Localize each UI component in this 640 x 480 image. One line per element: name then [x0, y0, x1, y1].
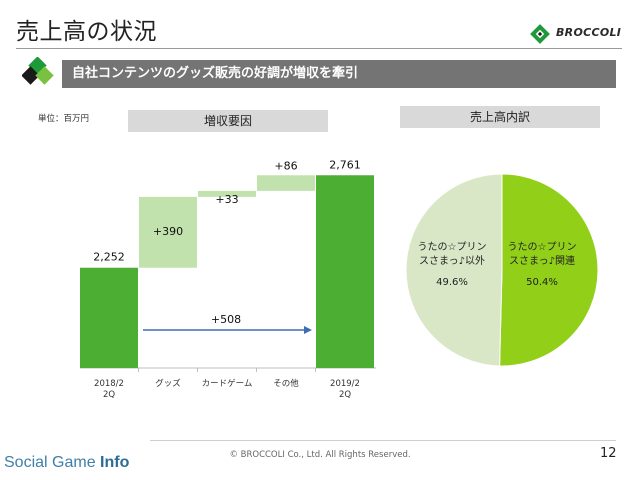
logo-text: BROCCOLI	[556, 26, 622, 39]
pie-slice-0	[499, 173, 599, 367]
diamond-logo-icon	[22, 57, 54, 85]
bar-1	[139, 196, 197, 268]
pie-slice-label-1: うたの☆プリンスさまっ♪以外	[418, 241, 487, 267]
broccoli-logo: BROCCOLI	[528, 22, 628, 46]
pie-chart: うたの☆プリンスさまっ♪関連 50.4% うたの☆プリンスさまっ♪以外 49.6%	[405, 173, 599, 367]
broccoli-logo-mark-icon	[530, 24, 550, 44]
title-divider	[16, 48, 622, 49]
waterfall-chart: 2,252 2018/2 2Q +390 グッズ +33 カードゲーム +86 その他 2,761…	[80, 158, 376, 400]
watermark-part1: Social Game	[4, 454, 101, 471]
bar-label-0: 2,252	[93, 251, 125, 264]
unit-label: 単位：百万円	[38, 114, 90, 124]
growth-arrow-head-icon	[304, 326, 312, 334]
bar-label-3: +86	[274, 159, 297, 172]
subtitle-text: 自社コンテンツのグッズ販売の好調が増収を牽引	[62, 60, 616, 88]
growth-arrow-label: +508	[211, 313, 241, 326]
bar-label-2: +33	[215, 193, 238, 206]
category-label-0: 2018/2 2Q	[94, 379, 124, 400]
pie-slice-value-1: 49.6%	[436, 277, 468, 288]
bar-2	[198, 190, 256, 197]
page-number: 12	[600, 446, 617, 461]
copyright: © BROCCOLI Co., Ltd. All Rights Reserved…	[229, 450, 411, 460]
pie-slice-label-0: うたの☆プリンスさまっ♪関連	[508, 241, 577, 267]
pie-slice-value-0: 50.4%	[526, 277, 558, 288]
footer-divider	[150, 440, 616, 441]
category-label-4: 2019/2 2Q	[330, 379, 360, 400]
category-label-2: カードゲーム	[202, 378, 253, 389]
bar-0	[80, 267, 138, 368]
bar-label-4: 2,761	[329, 158, 361, 171]
pie-slice-1	[405, 173, 503, 367]
subtitle-banner: 自社コンテンツのグッズ販売の好調が増収を牽引	[22, 57, 616, 90]
bar-label-1: +390	[153, 225, 183, 238]
panel-header-right: 売上高内訳	[400, 106, 600, 128]
bar-4	[316, 175, 374, 368]
category-label-1: グッズ	[155, 378, 181, 389]
panel-header-left: 増収要因	[128, 110, 328, 132]
bar-3	[257, 175, 315, 191]
category-label-3: その他	[273, 378, 299, 389]
watermark-part2: Info	[100, 454, 130, 471]
page-title: 売上高の状況	[16, 19, 157, 45]
watermark: Social Game Info	[4, 454, 129, 472]
